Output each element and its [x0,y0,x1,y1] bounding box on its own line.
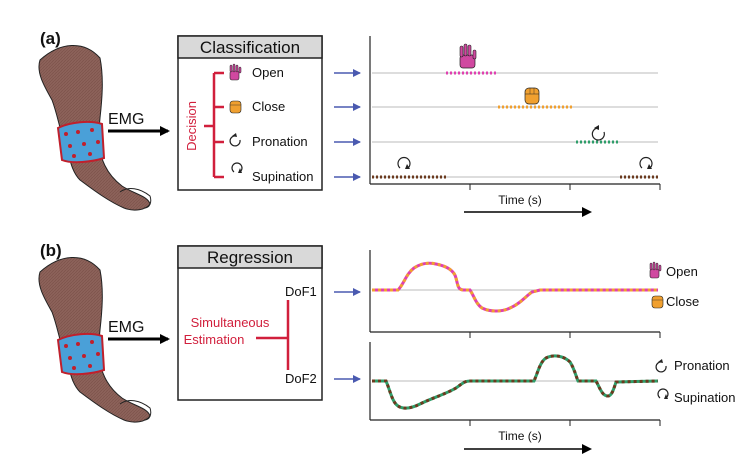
dof2-plot: Pronation Supination Time (s) [369,342,735,454]
legend-counterclockwise-arrow-icon [655,361,667,373]
class-label-open: Open [252,65,284,80]
closed-fist-icon [229,100,242,114]
decision-label: Decision [184,101,199,151]
class-label-pronation: Pronation [252,134,308,149]
dof2-signal [372,354,659,410]
classification-box: Classification Decision Open Close Prona [177,35,323,191]
legend-clockwise-arrow-icon [657,388,669,399]
counterclockwise-arrow-icon [229,135,241,147]
plot-pronation-icon [591,127,605,141]
legend-pronation-label: Pronation [674,358,730,373]
legend-close-label: Close [666,294,699,309]
estimation-bracket [256,300,290,370]
emg-label-a: EMG [108,111,144,128]
class-label-close: Close [252,99,285,114]
panel-a: (a) EMG Classification Decision [38,29,661,217]
plot-supination-icon-1 [397,157,411,169]
time-label-a: Time (s) [498,193,542,207]
open-hand-icon [229,63,242,81]
classification-plot: Time (s) [369,36,661,217]
output-arrows-b [334,288,361,383]
time-label-b: Time (s) [498,429,542,443]
decision-bracket [204,71,224,179]
regression-box: Regression Simultaneous Estimation DoF1 … [177,245,323,401]
class-label-supination: Supination [252,169,313,184]
legend-supination-label: Supination [674,390,735,405]
output-arrows-a [334,69,361,181]
arm-illustration-b [38,257,152,423]
clockwise-arrow-icon [231,162,243,173]
panel-a-letter: (a) [40,29,61,48]
classification-title: Classification [200,38,300,57]
plot-closed-fist-icon [524,87,540,105]
dof1-signal-overlay [372,261,658,313]
legend-open-hand-icon [649,261,662,279]
estimation-label-line1: Simultaneous [191,315,270,330]
arm-illustration-a [38,45,152,211]
plot-open-hand-icon [459,43,477,69]
dof2-label: DoF2 [285,371,317,386]
dof2-signal-overlay [372,354,659,410]
legend-open-label: Open [666,264,698,279]
regression-title: Regression [207,248,293,267]
panel-b-letter: (b) [40,241,62,260]
dof1-plot: Open Close [369,250,699,338]
emg-label-b: EMG [108,319,144,336]
plot-supination-icon-2 [639,157,653,169]
dof1-label: DoF1 [285,284,317,299]
legend-closed-fist-icon [651,295,664,309]
estimation-label-line2: Estimation [184,332,245,347]
panel-b: (b) EMG Regression Simultaneous Estimati… [38,241,735,454]
